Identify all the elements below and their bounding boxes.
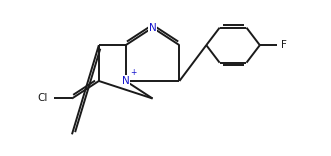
Text: +: + bbox=[130, 68, 136, 77]
Text: N: N bbox=[149, 23, 157, 33]
Text: N: N bbox=[122, 76, 129, 86]
Text: Cl: Cl bbox=[38, 93, 48, 103]
Text: F: F bbox=[281, 40, 287, 50]
